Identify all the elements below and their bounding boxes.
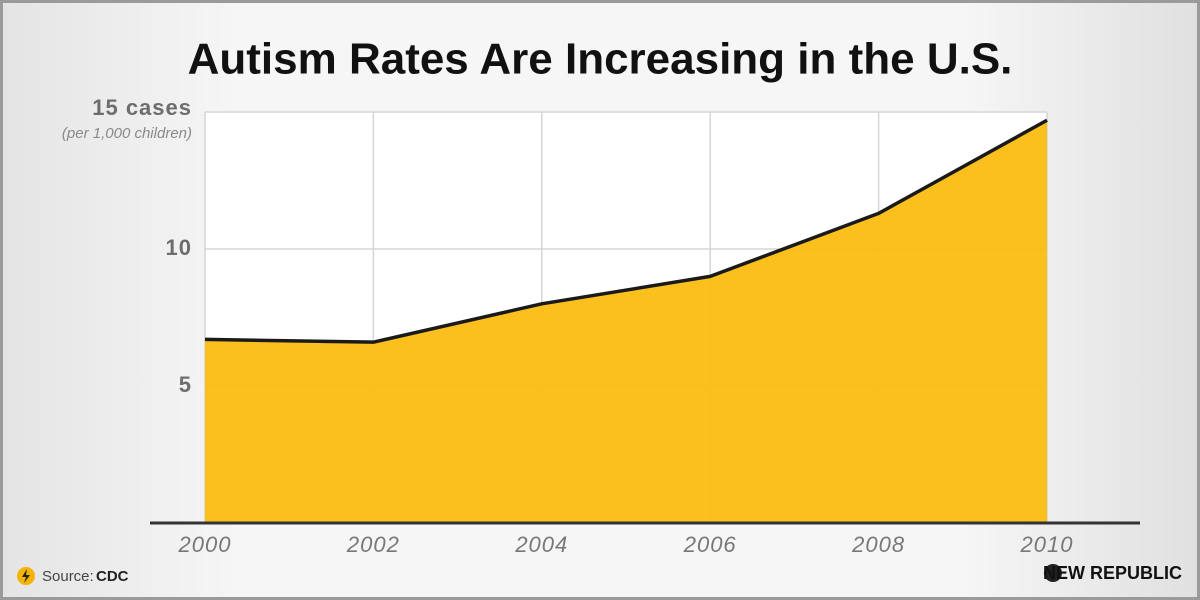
x-tick-label: 2004 bbox=[514, 532, 568, 557]
chart-title: Autism Rates Are Increasing in the U.S. bbox=[188, 35, 1013, 84]
x-tick-label: 2000 bbox=[178, 532, 232, 557]
x-tick-label: 2002 bbox=[346, 532, 400, 557]
y-tick-label: 15 cases bbox=[92, 95, 192, 120]
y-tick-label: 5 bbox=[179, 372, 192, 397]
source-label: Source: bbox=[42, 568, 94, 585]
line bbox=[204, 118, 1048, 344]
marks bbox=[150, 118, 1140, 525]
source-icon-bolt bbox=[22, 569, 30, 583]
brand-logo bbox=[1044, 564, 1062, 582]
area bbox=[205, 120, 1047, 523]
x-tick-label: 2010 bbox=[1020, 532, 1074, 557]
source: CDC bbox=[96, 568, 129, 585]
x-tick-label: 2006 bbox=[683, 532, 737, 557]
x-tick-label: 2008 bbox=[851, 532, 905, 557]
y-tick-label: 10 bbox=[166, 235, 192, 260]
brand: NEW REPUBLIC bbox=[1043, 563, 1182, 583]
y-axis-label: (per 1,000 children) bbox=[62, 125, 192, 142]
labels: 5 10 15 cases 2000 2002 2004 2006 2008 2010 bbox=[92, 95, 1074, 557]
